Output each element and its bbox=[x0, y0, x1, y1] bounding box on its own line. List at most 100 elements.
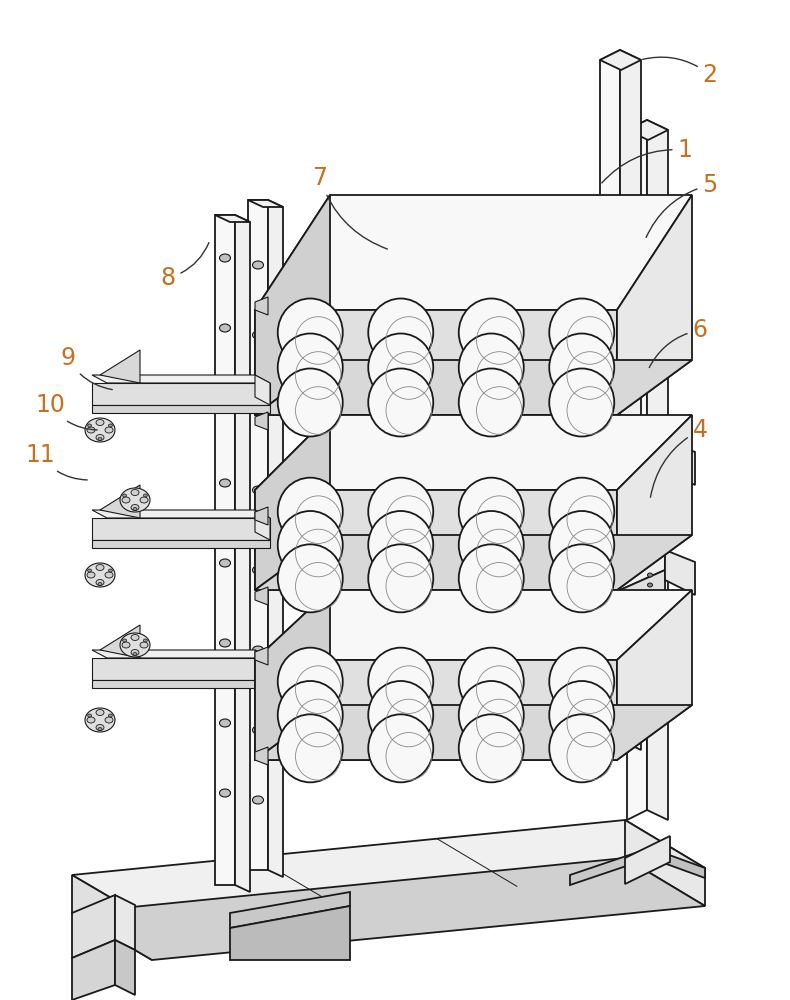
Polygon shape bbox=[570, 848, 650, 885]
Polygon shape bbox=[255, 507, 268, 525]
Ellipse shape bbox=[368, 298, 433, 366]
Polygon shape bbox=[100, 485, 140, 518]
Ellipse shape bbox=[278, 648, 343, 716]
Ellipse shape bbox=[648, 583, 653, 587]
Ellipse shape bbox=[253, 726, 264, 734]
Ellipse shape bbox=[278, 714, 343, 782]
Polygon shape bbox=[100, 350, 140, 383]
Ellipse shape bbox=[549, 544, 615, 612]
Polygon shape bbox=[248, 200, 283, 207]
Polygon shape bbox=[92, 375, 270, 383]
Ellipse shape bbox=[648, 593, 653, 597]
Polygon shape bbox=[230, 906, 350, 960]
Text: 6: 6 bbox=[649, 318, 708, 368]
Text: 11: 11 bbox=[25, 443, 87, 480]
Ellipse shape bbox=[96, 580, 104, 585]
Polygon shape bbox=[500, 310, 538, 365]
Ellipse shape bbox=[140, 642, 148, 648]
Polygon shape bbox=[92, 383, 270, 405]
Ellipse shape bbox=[96, 724, 104, 730]
Polygon shape bbox=[92, 658, 270, 680]
Polygon shape bbox=[255, 660, 617, 760]
Text: 9: 9 bbox=[61, 346, 112, 390]
Ellipse shape bbox=[96, 564, 104, 570]
Polygon shape bbox=[92, 405, 270, 413]
Polygon shape bbox=[255, 297, 268, 315]
Polygon shape bbox=[620, 570, 665, 625]
Ellipse shape bbox=[131, 504, 139, 510]
Ellipse shape bbox=[368, 714, 433, 782]
Polygon shape bbox=[600, 50, 620, 750]
Ellipse shape bbox=[220, 399, 231, 407]
Polygon shape bbox=[255, 490, 617, 590]
Ellipse shape bbox=[131, 650, 139, 656]
Ellipse shape bbox=[368, 648, 433, 716]
Polygon shape bbox=[92, 680, 270, 688]
Polygon shape bbox=[215, 215, 235, 885]
Polygon shape bbox=[665, 550, 695, 595]
Ellipse shape bbox=[459, 544, 524, 612]
Polygon shape bbox=[255, 705, 692, 760]
Ellipse shape bbox=[253, 566, 264, 574]
Ellipse shape bbox=[253, 406, 264, 414]
Polygon shape bbox=[255, 375, 270, 405]
Text: 10: 10 bbox=[35, 393, 97, 430]
Ellipse shape bbox=[278, 544, 343, 612]
Text: 7: 7 bbox=[313, 166, 387, 249]
Polygon shape bbox=[255, 360, 692, 415]
Ellipse shape bbox=[88, 569, 92, 572]
Ellipse shape bbox=[368, 544, 433, 612]
Ellipse shape bbox=[278, 511, 343, 579]
Ellipse shape bbox=[98, 728, 102, 730]
Ellipse shape bbox=[122, 642, 130, 648]
Polygon shape bbox=[92, 510, 270, 518]
Ellipse shape bbox=[648, 483, 653, 487]
Ellipse shape bbox=[549, 511, 615, 579]
Ellipse shape bbox=[131, 635, 139, 641]
Ellipse shape bbox=[140, 497, 148, 503]
Polygon shape bbox=[620, 550, 665, 590]
Polygon shape bbox=[92, 650, 270, 658]
Polygon shape bbox=[248, 200, 268, 870]
Polygon shape bbox=[255, 195, 692, 310]
Ellipse shape bbox=[85, 418, 115, 442]
Polygon shape bbox=[500, 265, 648, 325]
Ellipse shape bbox=[131, 489, 139, 495]
Ellipse shape bbox=[459, 368, 524, 436]
Ellipse shape bbox=[98, 582, 102, 585]
Ellipse shape bbox=[459, 334, 524, 401]
Ellipse shape bbox=[549, 648, 615, 716]
Text: 2: 2 bbox=[643, 57, 717, 87]
Polygon shape bbox=[72, 858, 705, 960]
Polygon shape bbox=[255, 647, 268, 665]
Polygon shape bbox=[255, 412, 268, 430]
Polygon shape bbox=[600, 50, 641, 70]
Ellipse shape bbox=[459, 298, 524, 366]
Polygon shape bbox=[625, 836, 670, 884]
Ellipse shape bbox=[98, 438, 102, 440]
Ellipse shape bbox=[96, 434, 104, 440]
Polygon shape bbox=[255, 587, 268, 605]
Ellipse shape bbox=[122, 497, 130, 503]
Polygon shape bbox=[255, 510, 270, 540]
Polygon shape bbox=[255, 590, 692, 660]
Polygon shape bbox=[617, 195, 692, 415]
Text: 1: 1 bbox=[602, 138, 693, 183]
Ellipse shape bbox=[368, 334, 433, 401]
Ellipse shape bbox=[459, 681, 524, 749]
Polygon shape bbox=[92, 540, 270, 548]
Polygon shape bbox=[255, 310, 617, 415]
Text: 4: 4 bbox=[650, 418, 708, 497]
Ellipse shape bbox=[368, 368, 433, 436]
Ellipse shape bbox=[459, 478, 524, 546]
Ellipse shape bbox=[549, 681, 615, 749]
Ellipse shape bbox=[96, 420, 104, 426]
Ellipse shape bbox=[122, 639, 126, 642]
Polygon shape bbox=[620, 460, 665, 515]
Ellipse shape bbox=[87, 717, 95, 723]
Ellipse shape bbox=[105, 717, 113, 723]
Polygon shape bbox=[617, 415, 692, 590]
Ellipse shape bbox=[105, 572, 113, 578]
Ellipse shape bbox=[220, 719, 231, 727]
Polygon shape bbox=[230, 892, 350, 928]
